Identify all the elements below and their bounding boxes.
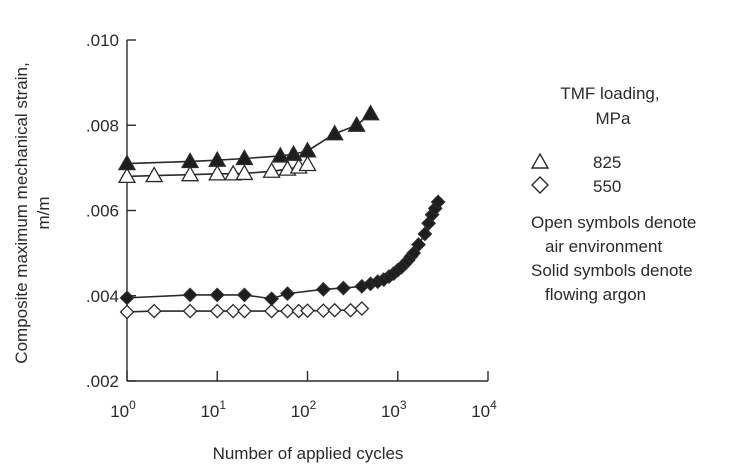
legend-title-line2: MPa [596, 109, 632, 128]
triangle-point [235, 164, 254, 181]
triangle-point [145, 166, 164, 183]
series-solid-diamond [119, 194, 446, 307]
series-open-diamond [119, 301, 370, 320]
diamond-point [182, 303, 198, 319]
diamond-point [119, 290, 135, 306]
diamond-point [411, 237, 426, 253]
x-tick-base: 10 [200, 402, 219, 421]
triangle-point [208, 150, 227, 167]
diamond-point [264, 291, 280, 307]
diamond-point [264, 303, 280, 319]
x-tick-base: 10 [110, 402, 129, 421]
x-tick-exponent: 1 [219, 398, 226, 412]
triangle-point [284, 144, 303, 161]
legend-note-solid: Solid symbols denote [531, 261, 693, 280]
legend-note-open: Open symbols denote [531, 213, 696, 232]
triangle-point [180, 152, 200, 169]
legend-diamond-icon [531, 176, 549, 194]
triangle-point [271, 146, 290, 163]
legend-triangle-icon [530, 152, 550, 169]
series-layer [117, 104, 446, 320]
triangle-point [235, 149, 254, 166]
x-ticks: 100 101 102 103 104 [110, 371, 497, 421]
x-axis-title: Number of applied cycles [213, 444, 404, 463]
triangle-point [262, 161, 281, 178]
y-axis-title-line1: Composite maximum mechanical strain, [12, 62, 31, 363]
diamond-point [430, 194, 446, 210]
triangle-point [361, 104, 380, 121]
series-solid-triangle [117, 104, 380, 171]
diamond-point [343, 302, 358, 318]
diamond-point [327, 302, 343, 318]
y-ticks: .002 .004 .006 .008 .010 [86, 31, 136, 391]
diamond-point [315, 303, 331, 319]
y-tick-label: .006 [86, 202, 119, 221]
y-tick-label: .004 [86, 287, 119, 306]
triangle-point [298, 141, 317, 158]
x-tick-label: 103 [381, 398, 407, 421]
diamond-point [315, 281, 331, 297]
x-tick-exponent: 2 [310, 398, 317, 412]
triangle-point [117, 154, 137, 171]
triangle-point [347, 115, 366, 132]
x-tick-base: 10 [381, 402, 400, 421]
triangle-point [325, 124, 344, 141]
x-tick-exponent: 0 [129, 398, 136, 412]
diamond-point [119, 304, 135, 320]
diamond-point [300, 303, 315, 319]
legend: TMF loading, MPa 825 550 Open symbols de… [530, 84, 696, 304]
y-tick-label: .010 [86, 31, 119, 50]
diamond-point [236, 287, 252, 303]
y-tick-label: .002 [86, 372, 119, 391]
series-line [126, 201, 439, 300]
triangle-point [180, 165, 200, 182]
legend-entry-550: 550 [593, 177, 621, 196]
x-tick-label: 101 [200, 398, 226, 421]
legend-note-air: air environment [545, 237, 662, 256]
diamond-point [146, 303, 162, 319]
y-axis-title-line2: m/m [34, 196, 53, 229]
diamond-point [209, 287, 225, 303]
y-tick-label: .008 [86, 116, 119, 135]
triangle-point [208, 164, 227, 181]
x-tick-label: 102 [291, 398, 317, 421]
legend-note-argon: flowing argon [545, 285, 646, 304]
x-tick-exponent: 3 [400, 398, 407, 412]
diamond-point [236, 303, 252, 319]
triangle-point [117, 167, 137, 184]
x-tick-base: 10 [291, 402, 310, 421]
diamond-point [209, 303, 225, 319]
diamond-point [182, 287, 198, 303]
diamond-point [280, 286, 295, 302]
series-line [126, 113, 372, 165]
diamond-point [335, 280, 351, 296]
x-tick-label: 100 [110, 398, 136, 421]
triangle-point [298, 155, 317, 172]
x-tick-exponent: 4 [490, 398, 497, 412]
diamond-point [225, 303, 241, 319]
triangle-point [224, 164, 243, 181]
legend-title-line1: TMF loading, [560, 84, 659, 103]
x-tick-label: 104 [471, 398, 497, 421]
x-tick-base: 10 [471, 402, 490, 421]
series-open-triangle [117, 155, 317, 184]
diamond-point [280, 303, 295, 319]
diamond-point [417, 226, 433, 242]
diamond-point [354, 301, 370, 316]
legend-entry-825: 825 [593, 153, 621, 172]
